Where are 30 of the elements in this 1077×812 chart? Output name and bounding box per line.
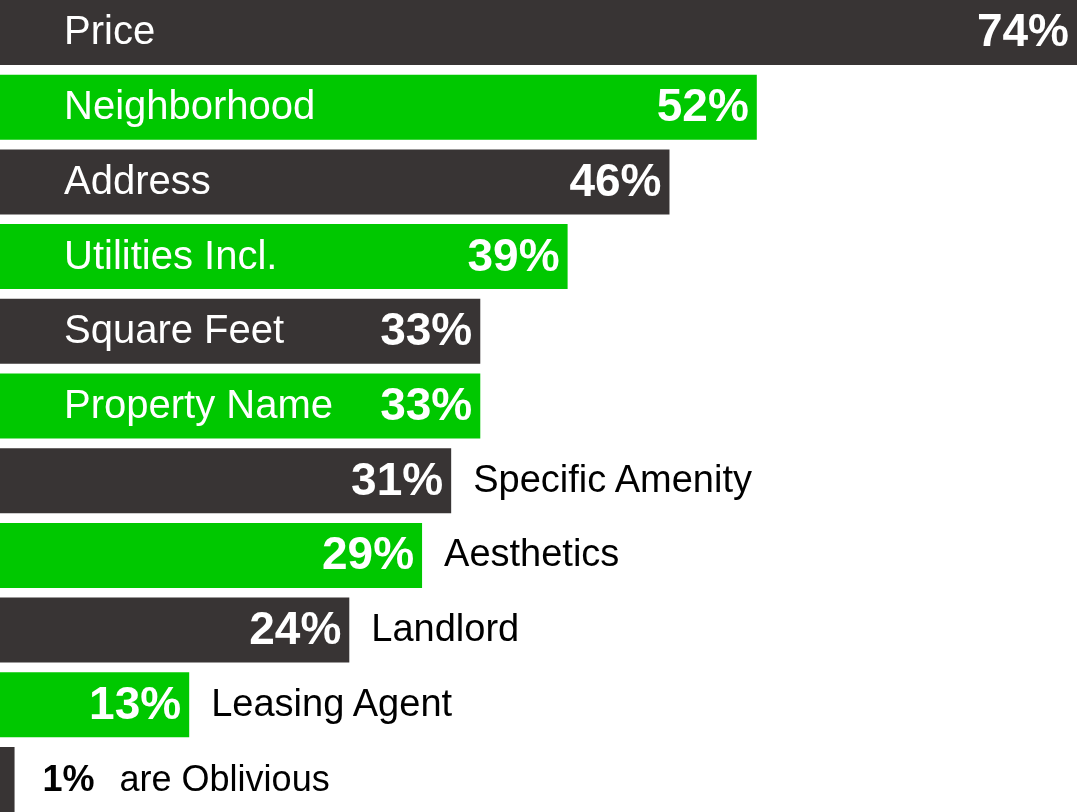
y-tick-label: Specific Amenity: [473, 457, 752, 500]
y-tick-label: Property Name: [64, 382, 333, 426]
bar: [0, 597, 350, 663]
bar: [0, 522, 423, 588]
data-label: 74%: [976, 4, 1069, 57]
data-label: 1%: [42, 757, 95, 799]
y-tick-label: are Oblivious: [119, 757, 330, 799]
bar: [0, 74, 757, 140]
y-tick-label: Aesthetics: [444, 532, 620, 575]
data-label: 13%: [89, 676, 182, 729]
y-tick-label: Price: [64, 8, 156, 53]
bar: [0, 0, 1077, 65]
y-tick-label: Utilities Incl.: [64, 232, 278, 277]
data-label: 29%: [321, 527, 415, 580]
bar: [0, 747, 15, 812]
data-label: 33%: [380, 378, 473, 430]
bar: [0, 224, 568, 290]
data-label: 39%: [467, 228, 560, 281]
data-label: 46%: [569, 153, 662, 206]
y-tick-label: Neighborhood: [64, 83, 316, 128]
bar: [0, 448, 452, 514]
data-label: 24%: [249, 602, 342, 655]
bar: [0, 149, 670, 215]
data-label: 31%: [351, 452, 444, 505]
data-label: 52%: [656, 79, 749, 132]
y-tick-label: Square Feet: [64, 307, 285, 352]
y-tick-label: Leasing Agent: [211, 681, 453, 724]
data-label: 33%: [380, 303, 473, 356]
y-tick-label: Address: [64, 157, 211, 202]
y-tick-label: Landlord: [371, 607, 520, 650]
